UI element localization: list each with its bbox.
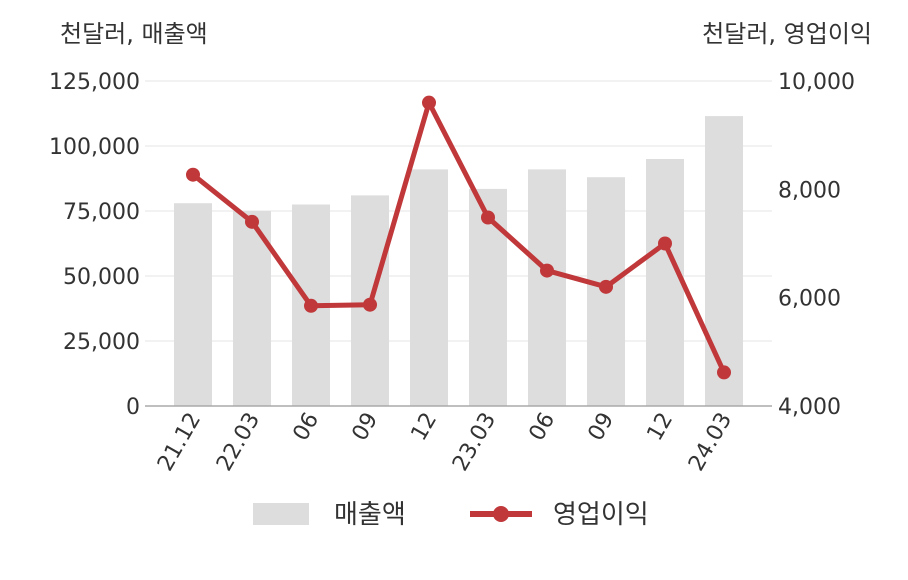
left-tick-label: 25,000	[63, 330, 140, 355]
x-tick-label: 06	[525, 409, 561, 446]
right-tick-label: 6,000	[778, 287, 841, 312]
line-point	[363, 297, 377, 312]
x-tick-label: 12	[407, 409, 443, 446]
right-tick-label: 10,000	[778, 70, 855, 95]
left-tick-label: 0	[126, 395, 140, 420]
bar	[410, 169, 448, 406]
left-tick-label: 50,000	[63, 265, 140, 290]
left-tick-label: 75,000	[63, 200, 140, 225]
x-tick-label: 24.03	[684, 409, 737, 476]
bar	[469, 188, 507, 406]
left-tick-labels: 0 25,000 50,000 75,000 100,000 125,000	[49, 70, 140, 420]
x-tick-label: 23.03	[448, 409, 501, 476]
line-point	[186, 167, 200, 182]
bar	[646, 159, 684, 406]
legend-swatch-bar	[253, 503, 309, 525]
line-point	[717, 365, 731, 380]
legend-label-bar: 매출액	[334, 500, 406, 530]
legend-label-line: 영업이익	[553, 500, 649, 530]
left-tick-label: 125,000	[49, 70, 140, 95]
line-point	[658, 236, 672, 251]
left-axis-unit: 천달러, 매출액	[60, 20, 208, 48]
bar-series	[174, 116, 743, 406]
right-tick-label: 4,000	[778, 395, 841, 420]
x-tick-labels: 21.12 22.03 06 09 12 23.03 06 09 12 24.03	[153, 409, 737, 476]
legend: 매출액 영업이익	[253, 500, 649, 530]
x-tick-label: 06	[289, 409, 325, 446]
x-tick-label: 21.12	[153, 409, 206, 476]
bar	[174, 203, 212, 406]
left-tick-label: 100,000	[49, 135, 140, 160]
line-series	[186, 95, 731, 380]
x-tick-label: 09	[584, 409, 620, 446]
line-point	[245, 214, 259, 229]
right-axis-unit: 천달러, 영업이익	[702, 20, 872, 48]
legend-swatch-point	[493, 506, 509, 522]
line-point	[422, 95, 436, 110]
x-tick-label: 12	[643, 409, 679, 446]
bar	[705, 116, 743, 406]
line-point	[540, 263, 554, 278]
line-point	[599, 279, 613, 294]
series-line	[191, 100, 727, 374]
x-tick-label: 22.03	[212, 409, 265, 476]
line-point	[304, 298, 318, 313]
bar	[528, 169, 566, 406]
x-tick-label: 09	[348, 409, 384, 446]
right-tick-labels: 4,000 6,000 8,000 10,000	[778, 70, 855, 420]
line-point	[481, 210, 495, 225]
right-tick-label: 8,000	[778, 178, 841, 203]
